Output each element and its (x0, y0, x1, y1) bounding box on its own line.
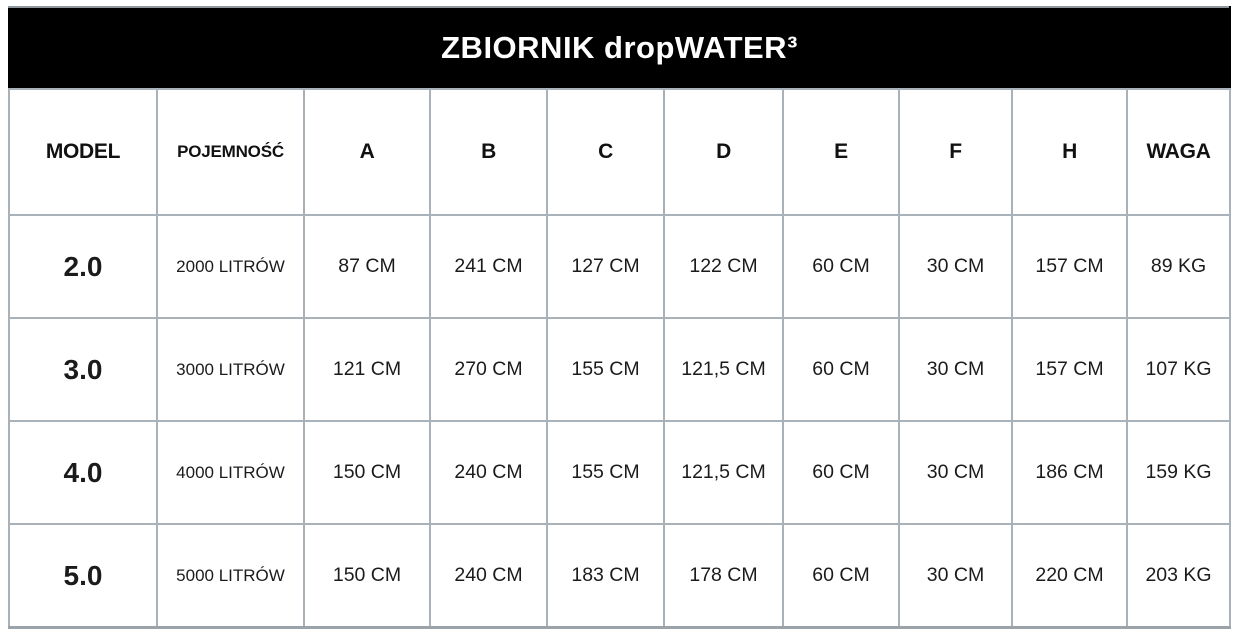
dim-d-cell: 122 CM (663, 214, 784, 319)
dim-d-cell: 178 CM (663, 523, 784, 629)
column-header-capacity: POJEMNOŚĆ (156, 88, 305, 216)
capacity-cell: 2000 LITRÓW (156, 214, 305, 319)
dim-h-cell: 157 CM (1011, 214, 1128, 319)
dim-h-cell: 186 CM (1011, 420, 1128, 525)
model-cell: 5.0 (8, 523, 158, 629)
column-header-model: MODEL (8, 88, 158, 216)
spec-table: ZBIORNIK dropWATER³ MODEL POJEMNOŚĆ A B … (7, 6, 1232, 629)
table-row: 4.0 4000 LITRÓW 150 CM 240 CM 155 CM 121… (8, 420, 1232, 525)
column-header-a: A (303, 88, 431, 216)
title-bar: ZBIORNIK dropWATER³ (7, 6, 1232, 90)
column-header-h: H (1011, 88, 1128, 216)
dim-f-cell: 30 CM (898, 523, 1013, 629)
capacity-cell: 4000 LITRÓW (156, 420, 305, 525)
dim-h-cell: 220 CM (1011, 523, 1128, 629)
capacity-cell: 5000 LITRÓW (156, 523, 305, 629)
dim-c-cell: 127 CM (546, 214, 665, 319)
column-header-row: MODEL POJEMNOŚĆ A B C D E F H WAGA (8, 88, 1232, 216)
dim-f-cell: 30 CM (898, 317, 1013, 422)
dim-e-cell: 60 CM (782, 523, 900, 629)
page-title: ZBIORNIK dropWATER³ (7, 6, 1232, 90)
dim-a-cell: 150 CM (303, 523, 431, 629)
dim-f-cell: 30 CM (898, 420, 1013, 525)
weight-cell: 107 KG (1125, 317, 1232, 422)
table-row: 5.0 5000 LITRÓW 150 CM 240 CM 183 CM 178… (8, 523, 1232, 629)
dim-e-cell: 60 CM (782, 420, 900, 525)
table-row: 3.0 3000 LITRÓW 121 CM 270 CM 155 CM 121… (8, 317, 1232, 422)
model-cell: 2.0 (8, 214, 158, 319)
dim-c-cell: 183 CM (546, 523, 665, 629)
dim-b-cell: 240 CM (429, 523, 548, 629)
dim-c-cell: 155 CM (546, 420, 665, 525)
dim-b-cell: 241 CM (429, 214, 548, 319)
column-header-waga: WAGA (1125, 88, 1232, 216)
column-header-d: D (663, 88, 784, 216)
dim-h-cell: 157 CM (1011, 317, 1128, 422)
dim-f-cell: 30 CM (898, 214, 1013, 319)
weight-cell: 89 KG (1125, 214, 1232, 319)
dim-e-cell: 60 CM (782, 214, 900, 319)
column-header-f: F (898, 88, 1013, 216)
column-header-e: E (782, 88, 900, 216)
dim-b-cell: 240 CM (429, 420, 548, 525)
table-row: 2.0 2000 LITRÓW 87 CM 241 CM 127 CM 122 … (8, 214, 1232, 319)
dim-a-cell: 121 CM (303, 317, 431, 422)
dim-b-cell: 270 CM (429, 317, 548, 422)
column-header-b: B (429, 88, 548, 216)
dim-d-cell: 121,5 CM (663, 420, 784, 525)
dim-a-cell: 150 CM (303, 420, 431, 525)
column-header-c: C (546, 88, 665, 216)
dim-a-cell: 87 CM (303, 214, 431, 319)
capacity-cell: 3000 LITRÓW (156, 317, 305, 422)
weight-cell: 203 KG (1125, 523, 1232, 629)
model-cell: 4.0 (8, 420, 158, 525)
dim-c-cell: 155 CM (546, 317, 665, 422)
dim-d-cell: 121,5 CM (663, 317, 784, 422)
weight-cell: 159 KG (1125, 420, 1232, 525)
dim-e-cell: 60 CM (782, 317, 900, 422)
model-cell: 3.0 (8, 317, 158, 422)
